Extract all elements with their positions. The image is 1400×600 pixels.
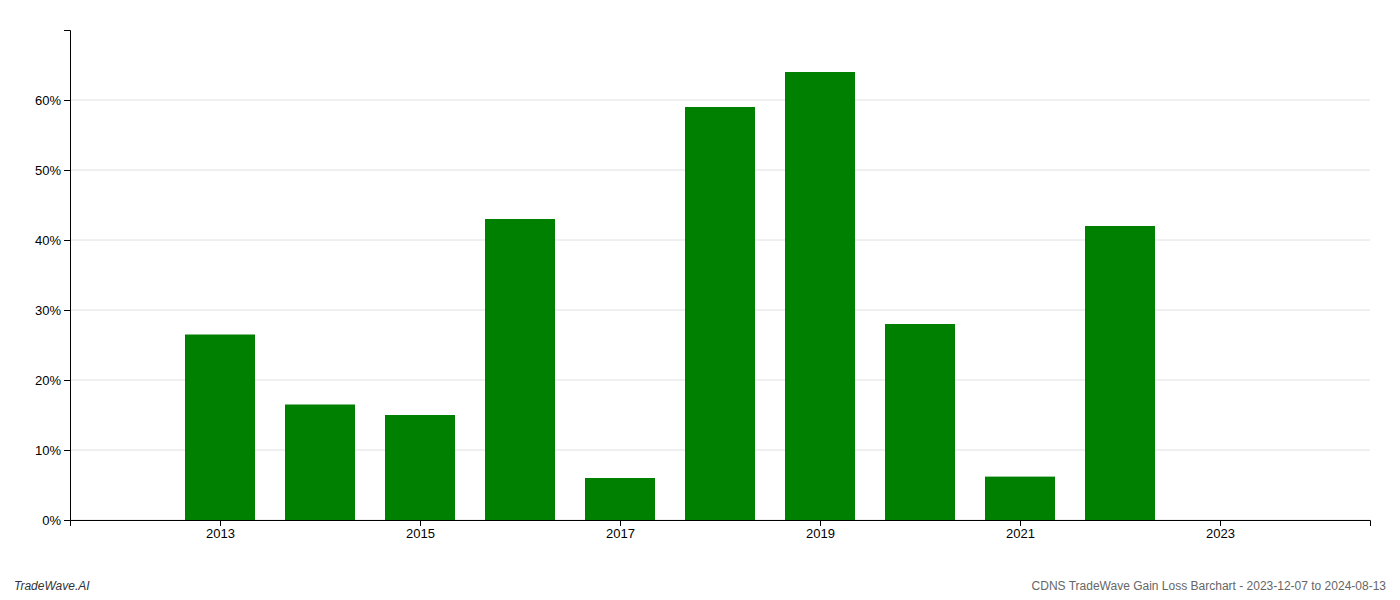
y-tick: 0% bbox=[42, 513, 70, 528]
bar bbox=[585, 478, 655, 520]
tick-label: 0% bbox=[42, 513, 61, 528]
bar bbox=[185, 335, 255, 521]
tick-label: 2021 bbox=[1006, 526, 1035, 541]
tick-label: 2017 bbox=[606, 526, 635, 541]
y-tick: 20% bbox=[35, 373, 70, 388]
tick-label: 50% bbox=[35, 163, 61, 178]
footer-left: TradeWave.AI bbox=[14, 579, 90, 593]
axis-line bbox=[71, 521, 1371, 527]
tick-mark bbox=[64, 240, 70, 241]
tick-mark bbox=[820, 520, 821, 526]
bar bbox=[1085, 226, 1155, 520]
bar bbox=[385, 415, 455, 520]
tick-label: 10% bbox=[35, 443, 61, 458]
tick-mark bbox=[1020, 520, 1021, 526]
plot-area: 2013 2015 2017 2019 2021 2023 0% 10% 20% 30% 40% 50… bbox=[35, 31, 1371, 542]
bars bbox=[185, 72, 1155, 520]
tick-mark bbox=[220, 520, 221, 526]
tick-mark bbox=[64, 100, 70, 101]
tick-mark bbox=[620, 520, 621, 526]
bar bbox=[685, 107, 755, 520]
x-tick: 2013 bbox=[206, 520, 235, 541]
grid-line bbox=[70, 100, 1370, 101]
tick-label: 2023 bbox=[1206, 526, 1235, 541]
footer-right: CDNS TradeWave Gain Loss Barchart - 2023… bbox=[1032, 579, 1387, 593]
bar bbox=[485, 219, 555, 520]
tick-label: 60% bbox=[35, 93, 61, 108]
axis-line bbox=[64, 31, 71, 521]
x-tick: 2021 bbox=[1006, 520, 1035, 541]
tick-label: 2015 bbox=[406, 526, 435, 541]
y-tick: 40% bbox=[35, 233, 70, 248]
x-tick: 2019 bbox=[806, 520, 835, 541]
x-tick: 2023 bbox=[1206, 520, 1235, 541]
x-axis: 2013 2015 2017 2019 2021 2023 bbox=[71, 520, 1371, 541]
y-tick: 50% bbox=[35, 163, 70, 178]
y-tick: 60% bbox=[35, 93, 70, 108]
bar bbox=[285, 405, 355, 521]
tick-label: 40% bbox=[35, 233, 61, 248]
x-tick: 2015 bbox=[406, 520, 435, 541]
y-axis: 0% 10% 20% 30% 40% 50% 60% bbox=[35, 31, 71, 528]
bar bbox=[785, 72, 855, 520]
y-tick: 30% bbox=[35, 303, 70, 318]
tick-mark bbox=[64, 380, 70, 381]
bar bbox=[885, 324, 955, 520]
tick-mark bbox=[1220, 520, 1221, 526]
tick-label: 20% bbox=[35, 373, 61, 388]
bar bbox=[985, 477, 1055, 520]
grid bbox=[70, 100, 1370, 520]
tick-label: 2019 bbox=[806, 526, 835, 541]
tick-mark bbox=[64, 450, 70, 451]
chart: 2013 2015 2017 2019 2021 2023 0% 10% 20% 30% 40% 50… bbox=[0, 0, 1400, 600]
tick-mark bbox=[64, 520, 70, 521]
tick-label: 2013 bbox=[206, 526, 235, 541]
x-tick: 2017 bbox=[606, 520, 635, 541]
tick-label: 30% bbox=[35, 303, 61, 318]
y-tick: 10% bbox=[35, 443, 70, 458]
tick-mark bbox=[64, 310, 70, 311]
tick-mark bbox=[64, 170, 70, 171]
tick-mark bbox=[420, 520, 421, 526]
